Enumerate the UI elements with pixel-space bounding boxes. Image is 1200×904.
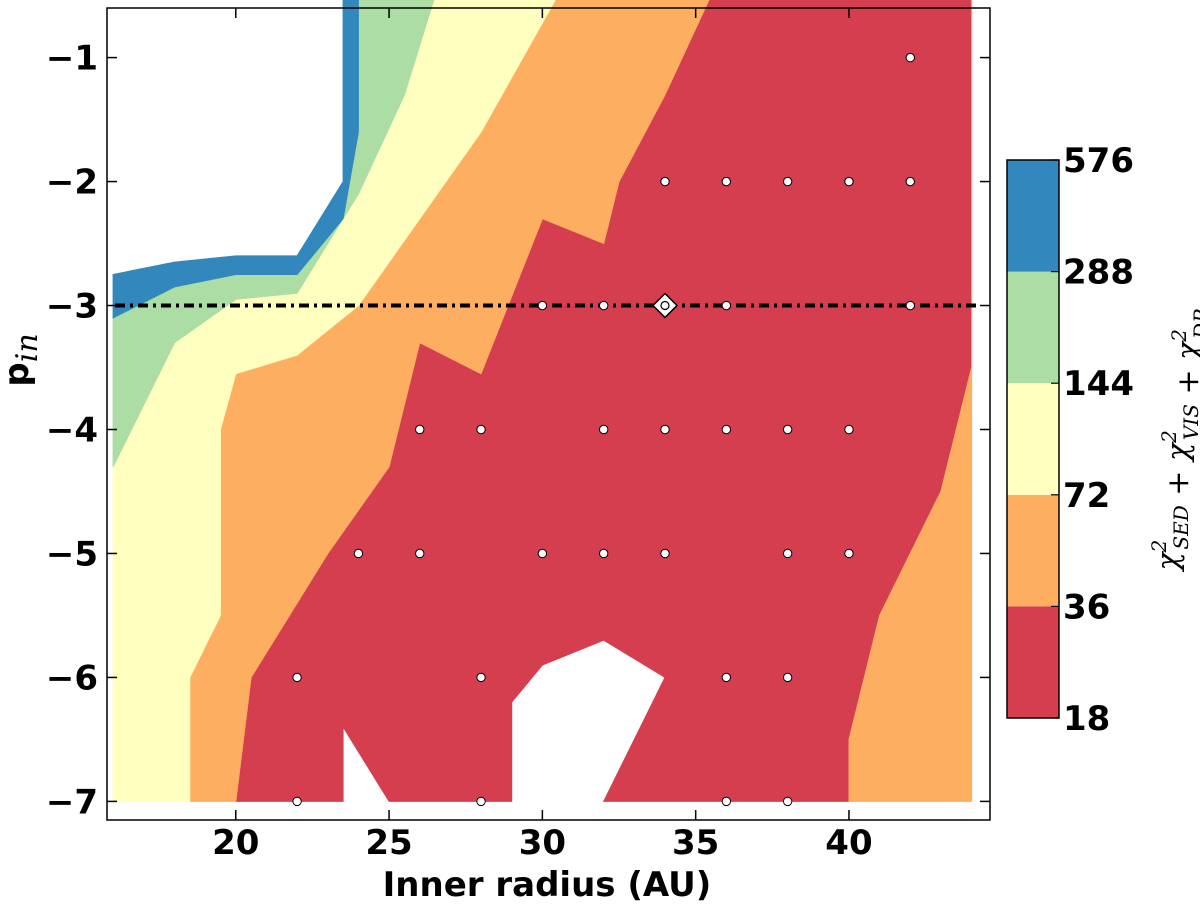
svg-text:pin: pin	[0, 333, 45, 386]
colorbar-tick-label: 576	[1063, 141, 1134, 181]
grid-point	[844, 424, 854, 435]
grid-point	[660, 176, 670, 187]
grid-point	[476, 424, 486, 435]
colorbar-segment	[1007, 160, 1059, 272]
y-tick-label: −3	[46, 287, 98, 327]
colorbar-tick-label: 288	[1063, 253, 1134, 293]
grid-point	[721, 176, 732, 187]
colorbar-frame	[1006, 159, 1060, 719]
contour-region-288-576	[112, 0, 359, 319]
y-tick-label: −1	[46, 39, 98, 79]
y-tick-label: −4	[46, 410, 98, 450]
colorbar: 18 36 72 144 288 576 χ2SED + χ2VIS + χ2DP	[1006, 141, 1200, 739]
grid-point	[721, 300, 732, 311]
grid-point	[292, 672, 302, 683]
grid-point	[721, 424, 732, 435]
grid-point	[415, 548, 425, 559]
grid-point	[353, 548, 364, 559]
colorbar-label-text: χ2SED + χ2VIS + χ2DP	[1147, 309, 1200, 573]
x-axis-label: Inner radius (AU)	[383, 865, 712, 904]
plot-area	[107, 0, 990, 820]
grid-point	[660, 424, 670, 435]
axes: 20 25 30 35 40 −1 −2 −3 −4 −5 −6 −7	[46, 7, 991, 863]
y-tick-label: −5	[46, 534, 98, 574]
grid-point	[415, 424, 425, 435]
colorbar-tick-label: 18	[1063, 699, 1110, 739]
grid-point	[782, 548, 793, 559]
grid-point	[537, 548, 548, 559]
grid-point	[844, 548, 854, 559]
grid-point	[782, 672, 793, 683]
y-tick-label: −6	[46, 658, 98, 698]
y-axis-label: pin	[0, 333, 45, 386]
grid-point	[905, 300, 915, 311]
grid-point	[721, 796, 732, 807]
grid-point	[476, 796, 486, 807]
grid-point	[782, 424, 793, 435]
colorbar-tick-label: 144	[1063, 364, 1134, 404]
colorbar-segment	[1007, 606, 1059, 718]
colorbar-segment	[1007, 494, 1059, 607]
y-tick-label: −2	[46, 163, 98, 203]
x-tick-label: 35	[672, 823, 719, 863]
x-tick-label: 25	[365, 823, 412, 863]
x-tick-label: 30	[519, 823, 566, 863]
x-tick-label: 40	[825, 823, 872, 863]
grid-point	[537, 300, 548, 311]
colorbar-tick-label: 72	[1063, 476, 1110, 516]
grid-point	[844, 176, 854, 187]
grid-point	[292, 796, 302, 807]
grid-point	[782, 796, 793, 807]
grid-point	[782, 176, 793, 187]
colorbar-segment	[1007, 383, 1059, 495]
grid-point	[905, 52, 915, 63]
y-tick-label: −7	[46, 782, 98, 822]
grid-point	[598, 548, 609, 559]
colorbar-segment	[1007, 271, 1059, 384]
grid-point	[476, 672, 486, 683]
grid-point	[598, 300, 609, 311]
grid-point	[721, 672, 732, 683]
grid-point	[660, 548, 670, 559]
grid-point	[598, 424, 609, 435]
colorbar-label: χ2SED + χ2VIS + χ2DP	[1147, 309, 1200, 573]
colorbar-tick-label: 36	[1063, 587, 1110, 627]
x-tick-label: 20	[212, 823, 259, 863]
grid-point	[905, 176, 915, 187]
best-fit-point	[660, 300, 670, 311]
plot-frame	[106, 7, 991, 821]
